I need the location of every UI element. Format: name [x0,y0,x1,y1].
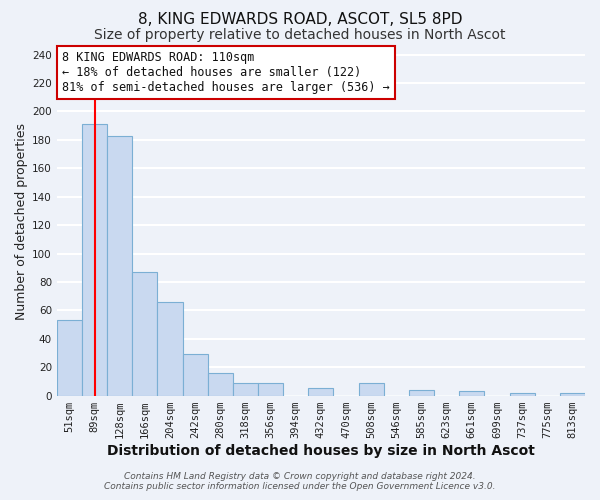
Bar [157,302,182,396]
Bar [82,124,107,396]
Y-axis label: Number of detached properties: Number of detached properties [15,123,28,320]
Bar [233,383,258,396]
Bar [509,392,535,396]
Bar [459,392,484,396]
Bar [132,272,157,396]
Text: 8 KING EDWARDS ROAD: 110sqm
← 18% of detached houses are smaller (122)
81% of se: 8 KING EDWARDS ROAD: 110sqm ← 18% of det… [62,51,390,94]
Bar [308,388,334,396]
Bar [107,136,132,396]
Text: Size of property relative to detached houses in North Ascot: Size of property relative to detached ho… [94,28,506,42]
Text: 8, KING EDWARDS ROAD, ASCOT, SL5 8PD: 8, KING EDWARDS ROAD, ASCOT, SL5 8PD [138,12,462,28]
Bar [258,383,283,396]
Bar [560,392,585,396]
Bar [208,373,233,396]
Bar [359,383,384,396]
Bar [57,320,82,396]
Bar [182,354,208,396]
X-axis label: Distribution of detached houses by size in North Ascot: Distribution of detached houses by size … [107,444,535,458]
Text: Contains HM Land Registry data © Crown copyright and database right 2024.
Contai: Contains HM Land Registry data © Crown c… [104,472,496,491]
Bar [409,390,434,396]
